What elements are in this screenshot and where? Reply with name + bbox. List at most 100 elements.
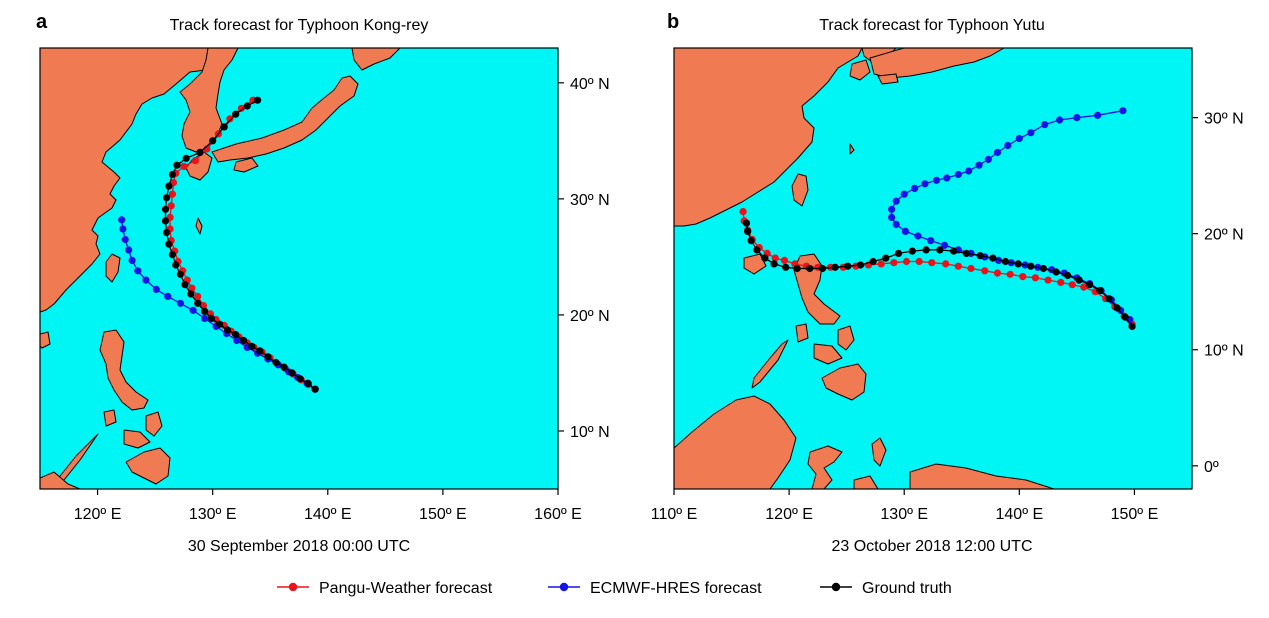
track-point xyxy=(304,379,312,387)
land-samar xyxy=(145,411,163,437)
x-tick-label: 150º E xyxy=(1111,506,1159,523)
track-point xyxy=(1019,273,1027,281)
track-point xyxy=(844,262,852,270)
track-point xyxy=(1105,295,1113,303)
track-point xyxy=(226,115,234,123)
legend-swatch-marker xyxy=(831,582,841,592)
land-japan-kyushu xyxy=(849,59,871,81)
land-mindanao xyxy=(125,447,171,485)
track-point xyxy=(981,267,989,275)
land-visayas xyxy=(813,343,843,365)
y-tick-label: 30º N xyxy=(570,192,610,209)
track-point xyxy=(163,194,171,202)
track-point xyxy=(921,180,929,188)
land-palawan xyxy=(751,339,789,389)
panel-b-letter: b xyxy=(667,11,679,33)
land-japan-honshu xyxy=(211,75,359,163)
panel-b-frame xyxy=(673,47,1193,490)
track-point xyxy=(272,358,280,367)
y-tick-label: 30º N xyxy=(1204,111,1244,128)
y-tick-label: 20º N xyxy=(1204,227,1244,244)
track-point xyxy=(201,307,209,315)
track-point xyxy=(1052,268,1060,276)
track-point xyxy=(914,232,922,240)
track-point xyxy=(928,259,936,267)
panel-b-map xyxy=(674,48,1192,489)
track-point xyxy=(989,254,997,262)
track-point xyxy=(1057,278,1065,286)
land-moluccas xyxy=(853,475,879,489)
track-point xyxy=(232,110,240,118)
track-point xyxy=(892,197,900,205)
track-point xyxy=(1056,116,1064,124)
track-point xyxy=(806,264,814,273)
track-point xyxy=(168,251,176,259)
track-point xyxy=(993,269,1002,277)
track-point xyxy=(168,190,176,198)
panel-b-title: Track forecast for Typhoon Yutu xyxy=(819,17,1045,34)
land-okinawa xyxy=(195,217,203,235)
track-point xyxy=(882,254,890,262)
track-point xyxy=(927,237,935,245)
panel-a-axes: 120º E 130º E 140º E 150º E 160º E 10º N 20º N… xyxy=(74,76,610,523)
track-point xyxy=(932,176,941,184)
track-point xyxy=(869,257,877,266)
panel-a-land xyxy=(40,48,401,489)
track-point xyxy=(950,247,958,255)
track-point xyxy=(201,314,209,322)
track-point xyxy=(118,216,126,224)
track-point xyxy=(892,220,900,228)
panel-a-frame xyxy=(39,47,559,490)
land-china xyxy=(674,48,863,227)
track-point xyxy=(782,263,790,271)
track-point xyxy=(1094,111,1102,119)
y-tick-label: 40º N xyxy=(570,76,610,93)
land-taiwan xyxy=(105,253,121,283)
track-point xyxy=(240,336,248,345)
panel-b: b Track forecast for Typhoon Yutu 23 Oct… xyxy=(651,11,1244,555)
track-point xyxy=(243,102,251,110)
track-point xyxy=(142,276,150,284)
track-point xyxy=(176,270,184,278)
track-point xyxy=(165,182,173,190)
track-point xyxy=(888,213,896,221)
track-point xyxy=(1113,304,1121,312)
land-hainan xyxy=(40,331,51,349)
panel-a-date-label: 30 September 2018 00:00 UTC xyxy=(188,538,410,555)
track-point xyxy=(780,256,789,264)
track-point xyxy=(188,284,196,292)
land-okinawa xyxy=(849,143,855,155)
track-point xyxy=(993,148,1002,156)
land-halmahera xyxy=(871,437,887,467)
x-tick-label: 160º E xyxy=(534,506,582,523)
track-point xyxy=(747,237,755,245)
track-point xyxy=(161,217,170,225)
track-point xyxy=(165,240,173,248)
x-tick-label: 140º E xyxy=(996,506,1044,523)
track-point xyxy=(256,347,264,355)
track-point xyxy=(182,154,190,162)
land-taiwan xyxy=(791,173,809,207)
legend-label: ECMWF-HRES forecast xyxy=(590,580,762,597)
land-japan-hokkaido xyxy=(351,48,401,71)
land-japan-shikoku xyxy=(233,157,259,173)
land-luzon xyxy=(99,329,149,411)
track-point xyxy=(172,261,180,269)
track-point xyxy=(1001,257,1010,266)
track-point xyxy=(793,264,801,273)
track-point xyxy=(1044,276,1052,284)
land-borneo xyxy=(674,395,797,489)
legend: Pangu-Weather forecast ECMWF-HRES forecas… xyxy=(277,580,952,597)
track-point xyxy=(224,326,232,334)
legend-label: Ground truth xyxy=(862,580,952,597)
track-point xyxy=(943,174,951,182)
track-point xyxy=(1006,270,1014,278)
track-point xyxy=(164,292,172,300)
track-point xyxy=(771,254,779,262)
track-point xyxy=(739,208,747,216)
track-point xyxy=(264,353,272,361)
land-hainan xyxy=(743,253,767,275)
legend-item-2: Ground truth xyxy=(820,580,952,597)
panel-a-letter: a xyxy=(36,11,48,33)
track-point xyxy=(976,252,984,260)
